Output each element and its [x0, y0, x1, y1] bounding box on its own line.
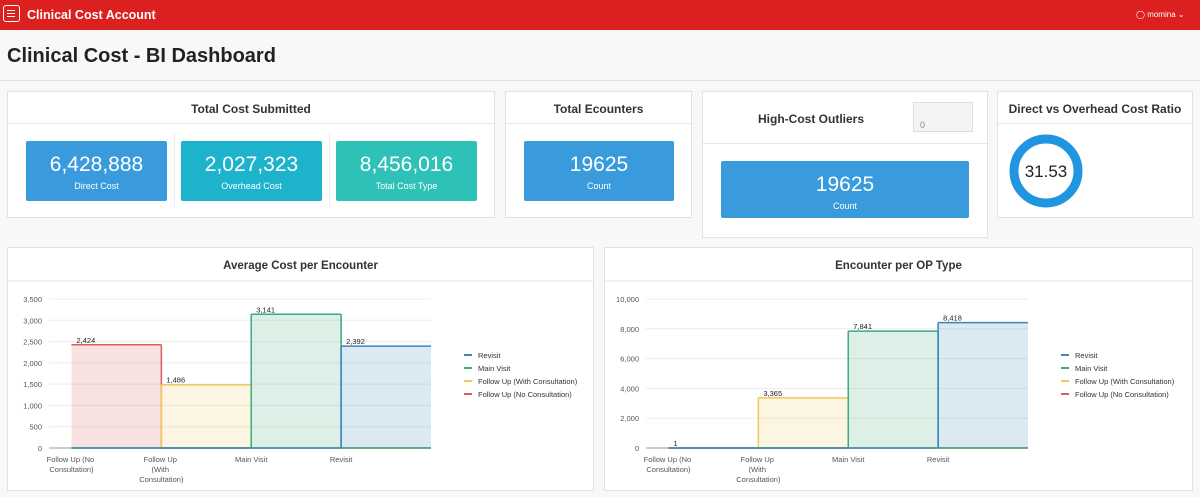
chart-card: Encounter per OP Type 0 2,000 4,000 6,000 8,0…	[604, 247, 1193, 491]
step-area	[938, 322, 1028, 448]
y-tick-label: 1,500	[23, 380, 42, 389]
chart-title: Encounter per OP Type	[835, 260, 962, 272]
card-title: Direct vs Overhead Cost Ratio	[1008, 102, 1182, 116]
x-tick-label: Main Visit	[832, 455, 865, 464]
data-label: 7,841	[853, 322, 872, 331]
x-tick-label: Follow Up (With Consultation)	[736, 455, 781, 484]
threshold-input[interactable]: 0	[913, 102, 973, 132]
y-tick-label: 0	[38, 444, 42, 453]
legend-label: Follow Up (With Consultation)	[1075, 377, 1175, 386]
y-tick-label: 4,000	[620, 384, 639, 393]
metric-tile: 6,428,888 Direct Cost	[26, 141, 167, 201]
ratio-card: Direct vs Overhead Cost Ratio 31.53	[997, 91, 1193, 218]
metric-tile: 2,027,323 Overhead Cost	[181, 141, 322, 201]
top-bar: Clinical Cost Account ◯ momina ⌄	[0, 0, 1200, 30]
y-tick-label: 2,500	[23, 338, 42, 347]
step-area	[251, 314, 342, 448]
chart: Encounter per OP Type 0 2,000 4,000 6,000 8,0…	[605, 260, 1192, 484]
step-area	[161, 384, 252, 448]
x-tick-label: Follow Up (No Consultation)	[644, 455, 694, 474]
x-tick-label: Follow Up (With Consultation)	[139, 455, 184, 484]
step-area	[341, 346, 431, 448]
metric-value: 2,027,323	[204, 153, 299, 176]
y-tick-label: 500	[29, 423, 42, 432]
y-tick-label: 1,000	[23, 401, 42, 410]
ratio-value: 31.53	[1025, 162, 1068, 181]
metric-value: 8,456,016	[359, 153, 454, 176]
legend-label: Main Visit	[1075, 364, 1108, 373]
step-area	[848, 331, 939, 448]
data-label: 2,424	[76, 336, 95, 345]
metric-tile: 19625 Count	[721, 161, 969, 218]
data-label: 2,392	[346, 337, 365, 346]
menu-button[interactable]	[3, 5, 20, 22]
metric-label: Count	[586, 181, 612, 191]
card-title: Total Ecounters	[553, 102, 644, 116]
page-title: Clinical Cost - BI Dashboard	[7, 45, 276, 67]
user-menu[interactable]: ◯ momina ⌄	[1136, 10, 1185, 19]
metric-label: Direct Cost	[74, 181, 119, 191]
y-tick-label: 6,000	[620, 355, 639, 364]
y-tick-label: 2,000	[620, 414, 639, 423]
encounters-card: Total Ecounters 19625 Count	[505, 91, 692, 218]
y-tick-label: 3,000	[23, 316, 42, 325]
data-label: 3,141	[256, 305, 275, 314]
metric-label: Overhead Cost	[221, 181, 282, 191]
step-area	[758, 397, 849, 448]
app-title[interactable]: Clinical Cost Account	[27, 8, 156, 22]
ratio-donut: 31.53	[1009, 134, 1083, 208]
outliers-card: High-Cost Outliers 0 19625 Count	[702, 91, 988, 238]
legend-label: Revisit	[1075, 351, 1098, 360]
metric-value: 19625	[815, 173, 875, 196]
user-name: momina	[1147, 10, 1176, 19]
legend-label: Revisit	[478, 351, 501, 360]
card-title: High-Cost Outliers	[758, 112, 865, 126]
total-cost-card: Total Cost Submitted 6,428,888 Direct Cos…	[7, 91, 495, 218]
metric-value: 19625	[569, 153, 629, 176]
metric-label: Count	[832, 201, 858, 211]
legend-label: Follow Up (With Consultation)	[478, 377, 578, 386]
y-tick-label: 0	[635, 444, 639, 453]
data-label: 8,418	[943, 314, 962, 323]
y-tick-label: 3,500	[23, 295, 42, 304]
legend-label: Follow Up (No Consultation)	[478, 390, 572, 399]
data-label: 1	[673, 439, 677, 448]
y-tick-label: 2,000	[23, 359, 42, 368]
metric-tile: 19625 Count	[524, 141, 674, 201]
x-tick-label: Revisit	[927, 455, 950, 464]
divider	[0, 80, 1200, 81]
x-tick-label: Main Visit	[235, 455, 268, 464]
chart-card: Average Cost per Encounter 0 500 1,000 1,500…	[7, 247, 594, 491]
x-tick-label: Follow Up (No Consultation)	[47, 455, 97, 474]
data-label: 3,365	[763, 389, 782, 398]
chart-title: Average Cost per Encounter	[223, 260, 378, 272]
legend-label: Follow Up (No Consultation)	[1075, 390, 1169, 399]
metric-label: Total Cost Type	[375, 181, 438, 191]
donut-ring	[1009, 134, 1083, 208]
step-area	[71, 344, 162, 448]
card-title: Total Cost Submitted	[191, 102, 311, 116]
chart: Average Cost per Encounter 0 500 1,000 1,500…	[8, 260, 593, 484]
y-tick-label: 10,000	[616, 295, 639, 304]
y-tick-label: 8,000	[620, 325, 639, 334]
metric-tile: 8,456,016 Total Cost Type	[336, 141, 477, 201]
legend-label: Main Visit	[478, 364, 511, 373]
x-tick-label: Revisit	[330, 455, 353, 464]
metric-value: 6,428,888	[49, 153, 144, 176]
data-label: 1,486	[166, 376, 185, 385]
